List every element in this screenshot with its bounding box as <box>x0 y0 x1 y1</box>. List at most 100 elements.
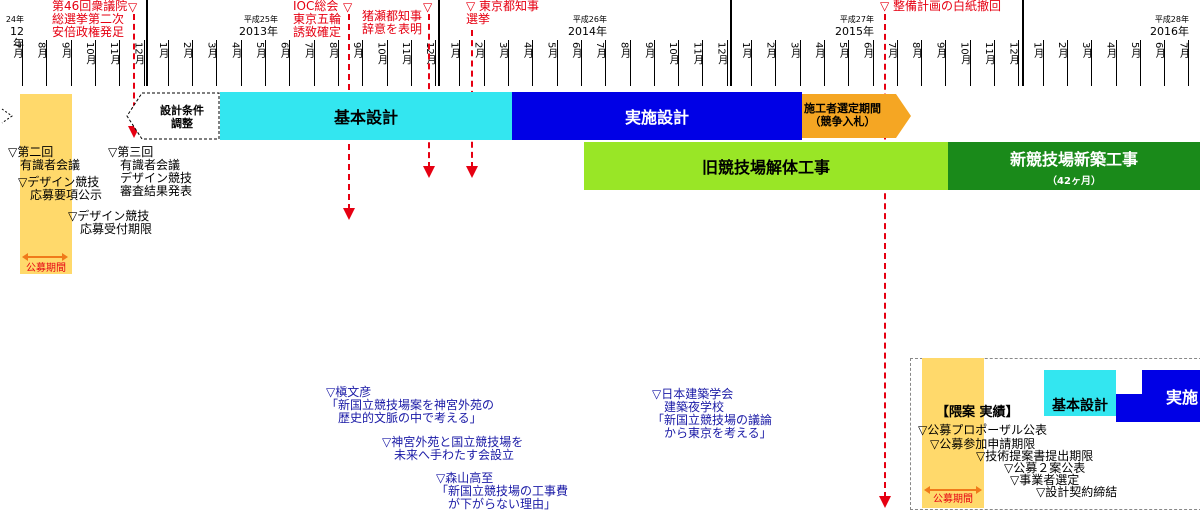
month-tick <box>1115 40 1117 86</box>
month-label: 2月 <box>764 42 776 59</box>
kuma-item-6: ▽設計契約締結 <box>1036 485 1118 499</box>
year-label-2016: 平成28年 2016年 <box>1150 15 1189 38</box>
month-tick <box>1018 40 1020 86</box>
phase-detail-design: 実施設計 <box>512 92 802 140</box>
month-label: 3月 <box>205 42 217 59</box>
month-label: 12月 <box>132 42 144 65</box>
month-label: 2月 <box>181 42 193 59</box>
month-tick <box>823 40 825 86</box>
event-marker-icon: ▽ <box>423 0 433 14</box>
event-ioc: IOC総会 東京五輪 誘致確定 <box>293 0 342 39</box>
event-tokyo-election: ▽ 東京都知事 選挙 <box>466 0 540 26</box>
design-conditions-label: 設計条件 調整 <box>160 104 204 130</box>
month-label: 6月 <box>1153 42 1165 59</box>
month-label: 4月 <box>812 42 824 59</box>
month-tick <box>1188 40 1190 86</box>
month-label: 2月 <box>1055 42 1067 59</box>
month-label: 10月 <box>83 42 95 65</box>
month-label: 7月 <box>302 42 314 59</box>
month-tick <box>1164 40 1166 86</box>
kuma-item-1: ▽公募プロポーザル公表 <box>918 423 1047 437</box>
month-label: 1月 <box>448 42 460 59</box>
arrow-down-icon <box>466 166 478 178</box>
month-label: 3月 <box>1080 42 1092 59</box>
month-tick <box>1091 40 1093 86</box>
month-label: 4月 <box>521 42 533 59</box>
event-design-competition: ▽デザイン競技 応募要項公示 <box>18 175 103 202</box>
month-label: 1月 <box>740 42 751 59</box>
month-tick <box>119 40 121 86</box>
year-divider <box>438 0 440 86</box>
month-tick <box>532 40 534 86</box>
month-label: 8月 <box>35 42 47 59</box>
month-tick <box>1139 40 1141 86</box>
month-tick <box>896 40 898 86</box>
month-label: 11月 <box>108 42 120 65</box>
kuma-item-3: ▽技術提案書提出期限 <box>976 449 1094 463</box>
month-tick <box>22 40 23 86</box>
month-tick <box>265 40 266 86</box>
contractor-arrow-shape <box>802 92 912 140</box>
month-tick <box>337 40 339 86</box>
kuma-detail-design: 実施 <box>1142 370 1200 422</box>
month-tick <box>289 40 291 86</box>
month-tick <box>751 40 752 86</box>
month-tick <box>994 40 995 86</box>
month-tick <box>580 40 582 86</box>
month-label: 7月 <box>1177 42 1189 59</box>
year-divider <box>146 0 148 86</box>
month-tick <box>483 40 485 86</box>
month-tick <box>969 40 971 86</box>
year-label-2012: 24年 12年 <box>5 15 24 50</box>
event-maki: ▽槇文彦 「新国立競技場案を神宮外苑の 歴史的文脈の中で考える」 <box>326 385 495 425</box>
event-line <box>428 14 430 168</box>
kuma-recruit-period-label: 公募期間 <box>933 494 973 505</box>
month-tick <box>1042 40 1044 86</box>
month-tick <box>240 40 242 86</box>
month-label: 11月 <box>983 42 994 65</box>
month-tick <box>508 40 509 86</box>
kuma-basic-design-upper <box>1044 370 1116 394</box>
month-label: 5月 <box>254 42 265 59</box>
arrow-down-icon <box>343 208 355 220</box>
month-label: 7月 <box>11 42 22 59</box>
month-label: 1月 <box>1031 42 1043 59</box>
phase-demolition: 旧競技場解体工事 <box>584 142 948 190</box>
month-label: 7月 <box>594 42 606 59</box>
year-divider <box>1022 0 1024 86</box>
double-arrow-icon <box>924 479 982 494</box>
month-tick <box>921 40 923 86</box>
month-label: 6月 <box>278 42 290 59</box>
month-label: 4月 <box>1104 42 1116 59</box>
month-tick <box>313 40 315 86</box>
event-line <box>884 14 886 498</box>
month-tick <box>46 40 48 86</box>
month-tick <box>556 40 558 86</box>
month-label: 12月 <box>1007 42 1019 65</box>
month-tick <box>605 40 607 86</box>
design-conditions-shape <box>126 92 220 140</box>
year-label-2013: 平成25年 2013年 <box>239 15 278 38</box>
double-arrow-icon <box>22 246 68 261</box>
month-tick <box>678 40 680 86</box>
month-label: 9月 <box>351 42 363 59</box>
month-tick <box>872 40 874 86</box>
month-label: 8月 <box>910 42 922 59</box>
month-tick <box>702 40 704 86</box>
month-label: 9月 <box>934 42 946 59</box>
phase-new-construction: 新競技場新築工事 （42ヶ月） <box>948 142 1200 190</box>
month-label: 10月 <box>375 42 387 65</box>
month-label: 7月 <box>885 42 897 59</box>
month-label: 11月 <box>399 42 411 65</box>
month-tick <box>435 40 437 86</box>
year-label-2014: 平成26年 2014年 <box>568 15 607 38</box>
phase-basic-design: 基本設計 <box>220 92 512 140</box>
month-label: 4月 <box>229 42 241 59</box>
month-tick <box>726 40 728 86</box>
month-tick <box>192 40 194 86</box>
event-marker-icon: ▽ <box>343 0 353 14</box>
phase-new-construction-duration: （42ヶ月） <box>1047 176 1101 187</box>
event-marker-icon: ▽ <box>128 0 138 14</box>
month-tick <box>362 40 364 86</box>
event-inose: 猪瀬都知事 辞意を表明 <box>362 9 423 36</box>
